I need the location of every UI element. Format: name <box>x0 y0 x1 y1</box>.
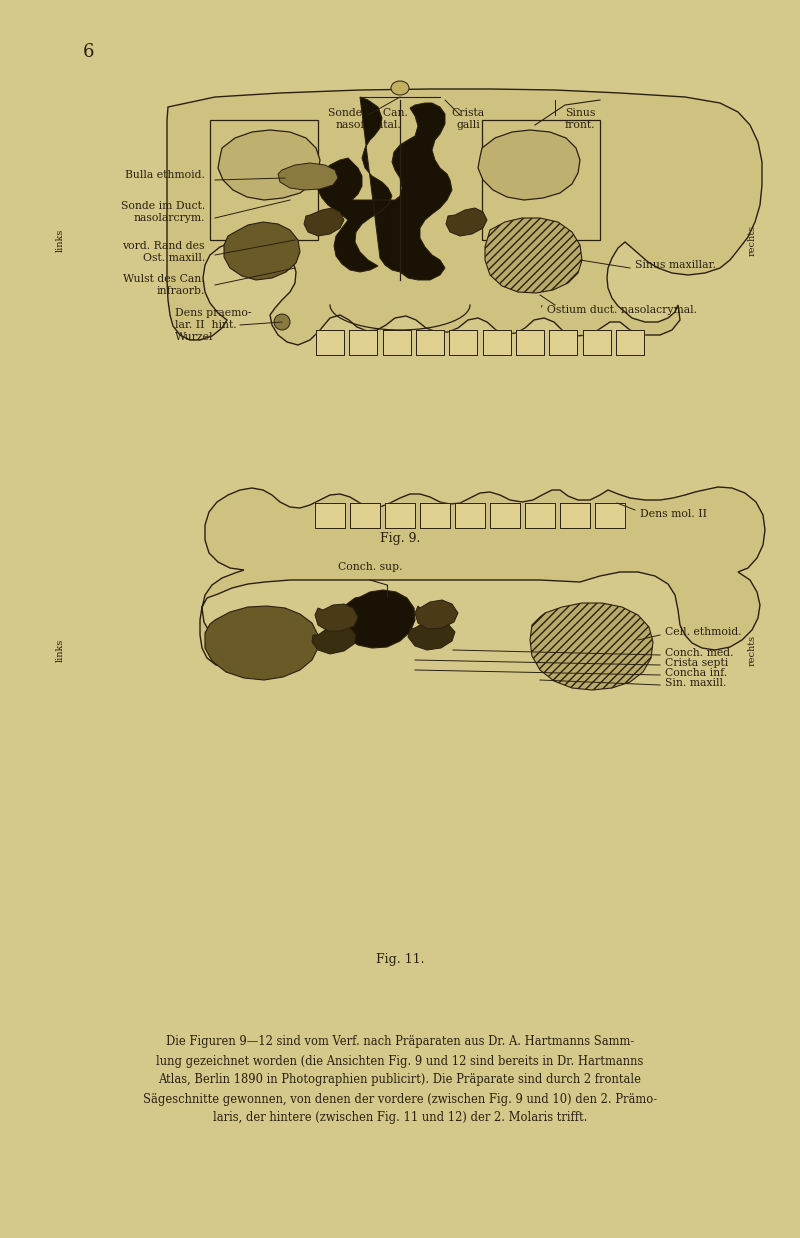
Text: Fig. 11.: Fig. 11. <box>376 953 424 967</box>
Polygon shape <box>200 487 765 667</box>
Polygon shape <box>350 503 380 527</box>
Polygon shape <box>415 600 458 629</box>
Text: 6: 6 <box>82 43 94 61</box>
Text: rechts: rechts <box>747 634 757 666</box>
Polygon shape <box>340 591 415 647</box>
Text: Crista
galli: Crista galli <box>451 108 485 130</box>
Polygon shape <box>485 218 582 293</box>
Polygon shape <box>482 331 510 355</box>
Text: Concha inf.: Concha inf. <box>665 669 727 678</box>
Polygon shape <box>490 503 520 527</box>
Polygon shape <box>450 331 478 355</box>
Polygon shape <box>312 625 356 654</box>
Text: Sin. maxill.: Sin. maxill. <box>665 678 726 688</box>
Text: rechts: rechts <box>747 224 757 255</box>
Text: Cell. ethmoid.: Cell. ethmoid. <box>665 626 742 638</box>
Polygon shape <box>482 120 600 240</box>
Polygon shape <box>408 620 455 650</box>
Polygon shape <box>525 503 555 527</box>
Polygon shape <box>595 503 625 527</box>
Polygon shape <box>550 331 578 355</box>
Text: Fig. 9.: Fig. 9. <box>380 531 420 545</box>
Polygon shape <box>382 331 410 355</box>
Polygon shape <box>205 605 318 680</box>
Text: Crista septi: Crista septi <box>665 659 728 669</box>
Polygon shape <box>616 331 644 355</box>
Polygon shape <box>478 130 580 201</box>
Text: Sinus maxillar.: Sinus maxillar. <box>635 260 716 270</box>
Text: Dens praemo-
lar. II  hint.
Wurzel: Dens praemo- lar. II hint. Wurzel <box>175 308 251 342</box>
Polygon shape <box>315 503 345 527</box>
Ellipse shape <box>391 80 409 95</box>
Text: ’ Ostium duct. nasolacrymal.: ’ Ostium duct. nasolacrymal. <box>540 305 697 314</box>
Text: Sinus
front.: Sinus front. <box>565 108 595 130</box>
Polygon shape <box>560 503 590 527</box>
Polygon shape <box>416 331 444 355</box>
Text: Bulla ethmoid.: Bulla ethmoid. <box>125 170 205 180</box>
Text: vord. Rand des
Ost. maxill.: vord. Rand des Ost. maxill. <box>122 241 205 262</box>
Polygon shape <box>167 89 762 345</box>
Polygon shape <box>385 503 415 527</box>
Text: links: links <box>55 228 65 251</box>
Text: Die Figuren 9—12 sind vom Verf. nach Präparaten aus Dr. A. Hartmanns Samm-
lung : Die Figuren 9—12 sind vom Verf. nach Prä… <box>143 1035 657 1124</box>
Text: Conch. sup.: Conch. sup. <box>338 562 402 572</box>
Polygon shape <box>446 208 487 236</box>
Text: Conch. med.: Conch. med. <box>665 647 734 659</box>
Circle shape <box>274 314 290 331</box>
Text: Dens mol. II: Dens mol. II <box>640 509 707 519</box>
Polygon shape <box>210 120 318 240</box>
Polygon shape <box>304 208 344 236</box>
Polygon shape <box>218 130 320 201</box>
Text: links: links <box>55 639 65 661</box>
Text: Wulst des Can.
infraorb.: Wulst des Can. infraorb. <box>123 274 205 296</box>
Polygon shape <box>516 331 544 355</box>
Polygon shape <box>582 331 610 355</box>
Polygon shape <box>420 503 450 527</box>
Polygon shape <box>350 331 378 355</box>
Polygon shape <box>318 97 452 280</box>
Text: Sonde im Can.
nasofrontal.: Sonde im Can. nasofrontal. <box>328 108 408 130</box>
Text: Sonde im Duct.
nasolarcrym.: Sonde im Duct. nasolarcrym. <box>121 202 205 223</box>
Polygon shape <box>224 222 300 280</box>
Polygon shape <box>530 603 653 690</box>
Polygon shape <box>316 331 344 355</box>
Polygon shape <box>315 604 358 631</box>
Polygon shape <box>278 163 338 189</box>
Polygon shape <box>455 503 485 527</box>
